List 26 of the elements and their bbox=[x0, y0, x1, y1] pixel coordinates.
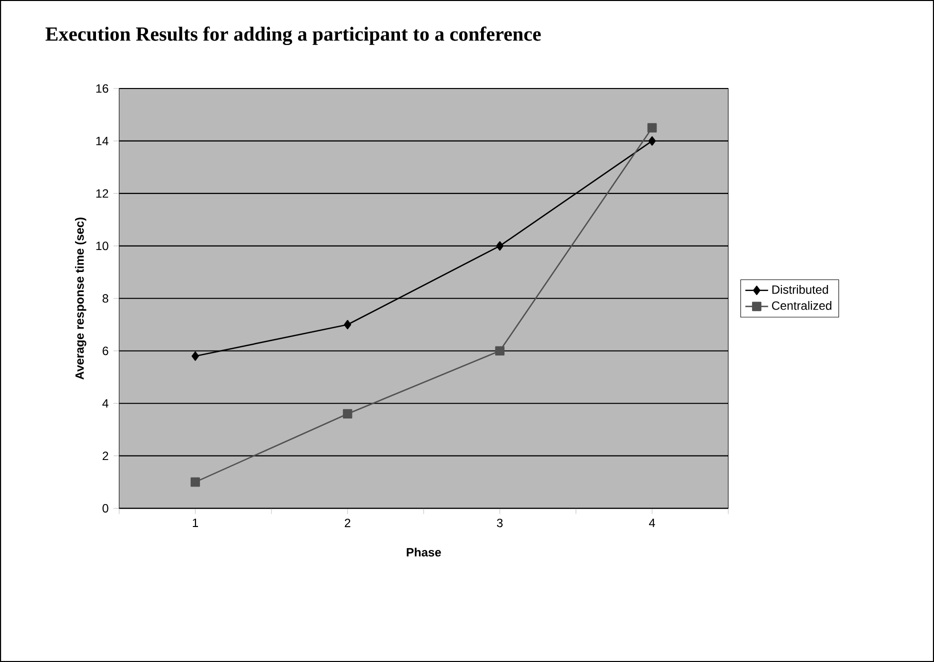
point bbox=[190, 477, 200, 487]
y-tick-label: 16 bbox=[96, 84, 108, 93]
x-axis-title: Phase bbox=[406, 548, 441, 556]
point bbox=[192, 351, 199, 361]
point bbox=[344, 320, 352, 330]
y-axis-title: Average response time (sec) bbox=[75, 218, 86, 380]
y-tick-label: 2 bbox=[102, 452, 108, 460]
point bbox=[647, 123, 657, 132]
point bbox=[648, 136, 656, 146]
x-tick-label: 1 bbox=[192, 518, 198, 527]
x-tick-label: 4 bbox=[649, 518, 656, 527]
chart-title: Execution Results for adding a participant to a conference bbox=[46, 26, 541, 45]
y-tick-label: 12 bbox=[96, 189, 108, 198]
x-tick-label: 3 bbox=[496, 518, 503, 528]
y-tick-label: 8 bbox=[102, 294, 108, 303]
point bbox=[342, 409, 352, 418]
y-tick-label: 0 bbox=[102, 504, 108, 513]
point bbox=[496, 241, 504, 251]
y-tick-label: 4 bbox=[102, 399, 108, 408]
point bbox=[495, 346, 504, 356]
y-tick-label: 6 bbox=[102, 346, 108, 356]
y-tick-label: 10 bbox=[96, 242, 108, 250]
legend-label: Centralized bbox=[772, 301, 832, 310]
x-tick-label: 2 bbox=[344, 518, 350, 528]
legend-label: Distributed bbox=[772, 284, 828, 294]
y-tick-label: 14 bbox=[96, 136, 108, 146]
